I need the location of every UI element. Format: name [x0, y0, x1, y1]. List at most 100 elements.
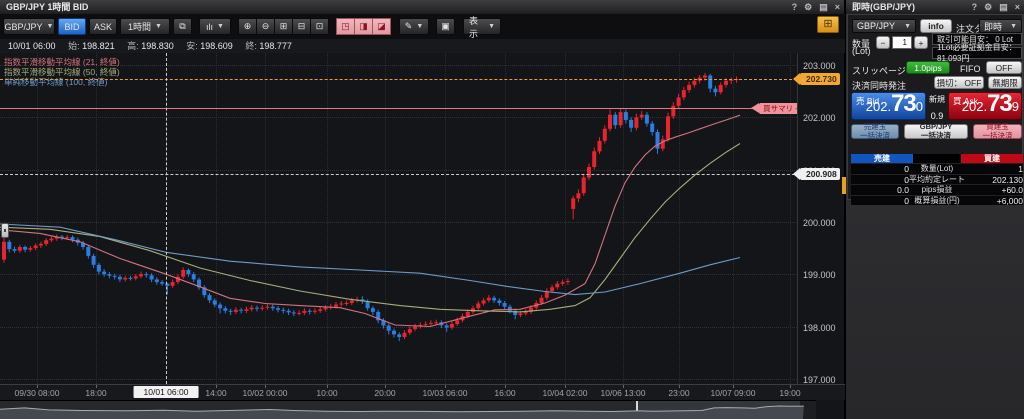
position-table: 売建 買建 0 数量(Lot) 1 0 平均約定レート 202.130 0.0 …	[851, 154, 1023, 205]
gridline	[0, 326, 797, 328]
legend-sma100: 単純移動平均線 (100, 終値)	[4, 77, 108, 87]
quantity-minus-button[interactable]: −	[876, 36, 890, 49]
symbol-select[interactable]: GBP/JPY ▼	[3, 18, 55, 35]
legend-ema50: 指数平滑移動平均線 (50, 終値)	[4, 67, 120, 77]
reset-view-icon[interactable]: ⊡	[310, 18, 329, 35]
time-tick-label: 10/03 06:00	[422, 388, 468, 398]
bid-price: 73	[891, 90, 917, 117]
chart-window-titlebar[interactable]: GBP/JPY 1時間 BID ? ⚙ ▤ ×	[0, 0, 844, 14]
sell-bid-button[interactable]: 売 Bid 202.730	[851, 90, 926, 120]
order-panel-titlebar[interactable]: 即時(GBP/JPY) ? ⚙ ▤ ×	[846, 0, 1024, 14]
chevron-down-icon: ▼	[46, 23, 54, 30]
time-tick	[96, 385, 97, 388]
chevron-down-icon: ▼	[155, 23, 162, 30]
crosshair-price-tag: 200.908	[793, 168, 840, 181]
time-tick-label: 10/06 13:00	[600, 388, 646, 398]
close-icon[interactable]: ×	[1014, 2, 1020, 12]
simultaneous-close-label: 決済同時発注	[852, 81, 907, 91]
rate-list-icon[interactable]: ⊞	[817, 16, 839, 33]
expiry-button[interactable]: 無期限	[988, 76, 1022, 89]
zoom-out-icon[interactable]: ⊖	[256, 18, 275, 35]
zoom-in-icon[interactable]: ⊕	[238, 18, 257, 35]
time-tick	[790, 385, 791, 388]
time-tick	[679, 385, 680, 388]
gridline	[0, 169, 797, 171]
draw-channel-icon[interactable]: ◨	[354, 18, 373, 35]
table-row: 0 概算損益(円) +6,000	[851, 194, 1023, 205]
slippage-value-button[interactable]: 1.0pips	[906, 61, 950, 74]
eraser-icon[interactable]: ◪	[372, 18, 391, 35]
ohlc-high: 198.830	[141, 41, 174, 51]
fifo-toggle-button[interactable]: OFF	[986, 61, 1022, 74]
order-panel: 即時(GBP/JPY) ? ⚙ ▤ × GBP/JPY▼ info 注文タイプ …	[842, 0, 1024, 419]
fit-width-icon[interactable]: ⊞	[274, 18, 293, 35]
gridline	[0, 378, 797, 380]
gridline	[0, 274, 797, 276]
time-tick	[565, 385, 566, 388]
chart-window-title: GBP/JPY 1時間 BID	[6, 2, 89, 12]
chart-type-select[interactable]: ılı ▼	[199, 18, 231, 35]
quantity-input[interactable]: 1	[892, 36, 912, 49]
close-all-buy-button[interactable]: 買建玉 一括決済	[973, 122, 1022, 139]
price-axis[interactable]: 203.000202.000201.000200.000199.000198.0…	[793, 53, 845, 385]
camera-icon[interactable]: ▣	[436, 18, 455, 35]
chart-window: GBP/JPY 1時間 BID ? ⚙ ▤ × GBP/JPY ▼ BID ASK…	[0, 0, 845, 419]
panel-symbol-select[interactable]: GBP/JPY ▼	[852, 19, 916, 33]
close-icon[interactable]: ×	[834, 2, 840, 12]
current-price-tag: 202.730	[793, 73, 840, 86]
close-all-pair-button[interactable]: GBP/JPY 一括決済	[904, 122, 968, 139]
order-panel-title: 即時(GBP/JPY)	[852, 2, 916, 12]
time-tick-label: 10:00	[316, 388, 338, 398]
required-margin-hint: 1Lot必要証拠金目安：81,093円	[932, 43, 1022, 63]
fit-height-icon[interactable]: ⊟	[292, 18, 311, 35]
buy-ask-button[interactable]: 買 Ask 202.739	[948, 90, 1022, 120]
table-row: 0.0 pips損益 +60.0	[851, 184, 1023, 195]
help-icon[interactable]: ?	[791, 2, 798, 12]
chart-navigator[interactable]	[0, 400, 816, 419]
time-axis[interactable]: 09/30 08:00 18:00 14:00 10/02 00:00 10:00 20:…	[0, 384, 845, 400]
time-tick	[385, 385, 386, 388]
draw-tool-select[interactable]: ✎ ▼	[399, 18, 429, 35]
gridline	[790, 53, 791, 384]
info-button[interactable]: info	[920, 19, 952, 33]
print-icon[interactable]: ▤	[999, 2, 1008, 12]
ohlc-info-bar: 10/01 06:00 始: 198.821 高: 198.830 安: 198…	[0, 39, 845, 53]
time-tick-label: 18:00	[85, 388, 107, 398]
gridline	[265, 53, 266, 384]
chart-plot-area[interactable]: 指数平滑移動平均線 (21, 終値) 指数平滑移動平均線 (50, 終値) 単純…	[0, 53, 797, 384]
gridline	[733, 53, 734, 384]
bid-toggle-button[interactable]: BID	[58, 18, 86, 35]
ohlc-low: 198.609	[200, 41, 233, 51]
time-tick	[445, 385, 446, 388]
crosshair-vertical-line	[166, 53, 167, 384]
gear-icon[interactable]: ⚙	[984, 2, 993, 12]
time-tick	[216, 385, 217, 388]
timeframe-select[interactable]: 1時間 ▼	[120, 18, 170, 35]
panel-divider-handle[interactable]	[842, 177, 846, 194]
stoploss-button[interactable]: 損切： OFF	[934, 76, 984, 89]
gridline	[623, 53, 624, 384]
time-tick-label: 10/02 00:00	[242, 388, 288, 398]
close-all-sell-button[interactable]: 売建玉 一括決済	[851, 122, 899, 139]
pencil-icon: ✎	[404, 21, 413, 31]
help-icon[interactable]: ?	[971, 2, 978, 12]
compare-icon[interactable]: ⧉	[173, 18, 192, 35]
quantity-plus-button[interactable]: +	[914, 36, 928, 49]
spread-column: 新規 0.9	[928, 94, 946, 121]
quantity-label: 数量	[852, 39, 871, 49]
chart-toolbar: GBP/JPY ▼ BID ASK 1時間 ▼ ⧉ ılı ▼ ⊕ ⊖ ⊞ ⊟ ⊡ ◳…	[0, 14, 845, 39]
table-row: 0 数量(Lot) 1	[851, 163, 1023, 174]
display-menu-button[interactable]: 表示 ▼	[463, 16, 501, 39]
ask-toggle-button[interactable]: ASK	[89, 18, 117, 35]
draw-rect-icon[interactable]: ◳	[336, 18, 355, 35]
gear-icon[interactable]: ⚙	[804, 2, 813, 12]
time-tick-label: 10/04 02:00	[542, 388, 588, 398]
navigator-divider-handle[interactable]	[636, 401, 638, 419]
time-tick	[37, 385, 38, 388]
gridline	[505, 53, 506, 384]
print-icon[interactable]: ▤	[819, 2, 828, 12]
position-table-header: 売建 買建	[851, 154, 1023, 163]
order-type-select[interactable]: 即時 ▼	[979, 19, 1022, 33]
chart-edge-handle[interactable]	[1, 222, 9, 238]
